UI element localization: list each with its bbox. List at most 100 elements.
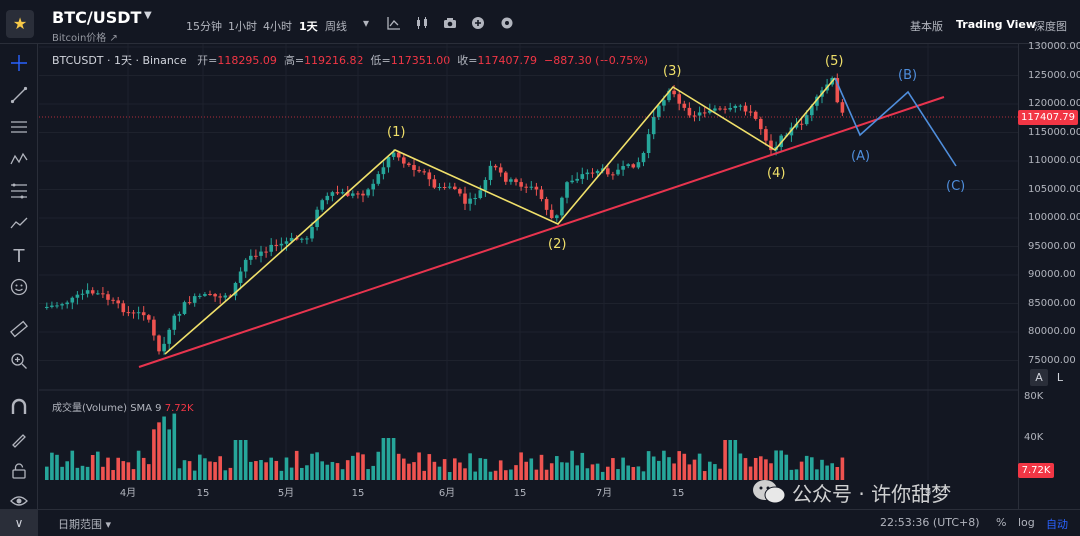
clock-time[interactable]: 22:53:36 (UTC+8)	[880, 516, 980, 529]
candle	[249, 255, 253, 260]
magnet-icon[interactable]	[6, 398, 32, 420]
auto-toggle[interactable]: 自动	[1046, 518, 1068, 531]
volume-bar	[626, 465, 630, 480]
time-tick: 4月	[120, 487, 136, 499]
favorite-star-icon[interactable]: ★	[6, 10, 34, 38]
candle	[330, 192, 335, 196]
candle	[172, 315, 177, 330]
volume-bar	[651, 456, 656, 480]
volume-bar	[264, 462, 268, 480]
candle	[478, 190, 483, 199]
candle	[391, 152, 396, 157]
candle	[85, 290, 90, 294]
volume-bar	[723, 440, 727, 480]
volume-bar	[769, 463, 773, 480]
settings-gear-icon[interactable]	[500, 16, 514, 30]
volume-bar	[478, 458, 483, 480]
candle	[748, 111, 753, 113]
candle	[488, 165, 493, 180]
candle	[442, 187, 447, 189]
volume-bar	[682, 453, 687, 480]
trendline-tool-icon[interactable]	[6, 86, 32, 108]
corrective-wave-line	[834, 77, 957, 167]
high-label: 高=	[283, 54, 305, 67]
symbol-subtitle-link[interactable]: Bitcoin价格 ↗	[52, 33, 118, 44]
date-range-button[interactable]: 日期范围 ▾	[58, 518, 112, 531]
candle	[198, 295, 202, 297]
volume-bar	[493, 470, 498, 480]
prediction-tool-icon[interactable]	[6, 214, 32, 236]
volume-bar	[116, 457, 120, 480]
auto-scale-button[interactable]: A	[1030, 369, 1048, 386]
price-chart[interactable]: (1) (2) (3) (4) (5) (A) (B) (C) 4月 15 5月 15…	[0, 0, 1018, 509]
symbol-dropdown-icon[interactable]: ▼	[144, 10, 152, 21]
candle	[335, 192, 340, 194]
horizontal-lines-icon[interactable]	[6, 118, 32, 140]
tradingview-link[interactable]: Trading View	[956, 18, 1037, 31]
indicator-icon[interactable]	[387, 16, 401, 30]
volume-bar	[80, 465, 85, 480]
timeframe-dropdown-icon[interactable]: ▾	[362, 16, 370, 30]
candle	[243, 259, 248, 272]
log-toggle[interactable]: log	[1018, 516, 1035, 529]
candle	[310, 227, 314, 239]
volume-bar	[60, 466, 64, 480]
candle	[733, 105, 738, 108]
zoom-in-icon[interactable]	[6, 352, 32, 374]
volume-label[interactable]: 成交量(Volume)	[52, 403, 127, 414]
log-scale-button[interactable]: L	[1056, 371, 1064, 384]
candle	[611, 174, 615, 176]
candle	[289, 237, 294, 242]
candle	[493, 165, 498, 168]
volume-bar	[815, 469, 819, 480]
timeframe-1h[interactable]: 1小时	[228, 20, 257, 33]
volume-bar	[391, 438, 396, 480]
candle-style-icon[interactable]	[415, 16, 429, 30]
volume-legend: 成交量(Volume) SMA 9 7.72K	[52, 399, 194, 414]
pair-label[interactable]: BTCUSDT · 1天 · Binance	[52, 54, 187, 67]
lock-icon[interactable]	[6, 462, 32, 484]
symbol-title[interactable]: BTC/USDT	[52, 8, 142, 27]
candle	[534, 186, 539, 190]
text-tool-icon[interactable]: T	[13, 246, 25, 267]
depth-chart-link[interactable]: 深度图	[1034, 20, 1067, 33]
pencil-lock-icon[interactable]	[6, 430, 32, 452]
candle	[284, 241, 289, 244]
candle	[713, 108, 717, 111]
volume-bar	[310, 453, 314, 480]
price-tick: 110000.00	[1028, 155, 1080, 166]
crosshair-icon[interactable]	[6, 54, 32, 76]
percent-toggle[interactable]: %	[996, 516, 1007, 529]
candle	[702, 112, 707, 114]
ruler-icon[interactable]	[6, 320, 32, 342]
candle	[585, 172, 590, 175]
candle	[177, 313, 182, 316]
volume-bar	[580, 452, 585, 480]
add-plus-icon[interactable]	[471, 16, 485, 30]
volume-bar	[830, 463, 834, 480]
candle	[325, 195, 330, 201]
timeframe-15m[interactable]: 15分钟	[186, 20, 222, 33]
candle	[840, 102, 845, 113]
candle	[187, 302, 192, 304]
volume-bar	[223, 470, 228, 480]
camera-icon[interactable]	[443, 16, 457, 30]
candle	[238, 271, 243, 283]
candle	[657, 105, 661, 118]
volume-bar	[677, 451, 681, 480]
timeframe-week[interactable]: 周线	[325, 20, 347, 33]
candle	[340, 192, 345, 194]
candle	[697, 112, 702, 116]
fib-tool-icon[interactable]	[6, 182, 32, 204]
timeframe-4h[interactable]: 4小时	[263, 20, 292, 33]
pattern-tool-icon[interactable]	[6, 150, 32, 172]
collapse-chevron-icon[interactable]: ∨	[0, 510, 38, 536]
basic-view-link[interactable]: 基本版	[910, 20, 943, 33]
emoji-tool-icon[interactable]	[6, 278, 32, 300]
candle	[376, 174, 381, 184]
volume-bar	[345, 460, 350, 480]
eye-icon[interactable]	[6, 492, 32, 514]
timeframe-1d[interactable]: 1天	[299, 20, 318, 33]
candle	[213, 294, 217, 297]
volume-bar	[325, 464, 330, 480]
